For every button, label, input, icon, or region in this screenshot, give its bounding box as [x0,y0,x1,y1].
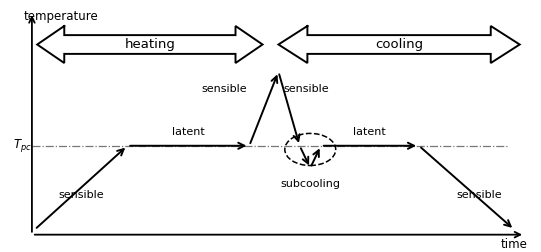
Text: latent: latent [353,127,386,137]
Text: sensible: sensible [58,190,104,200]
Text: sensible: sensible [201,84,247,94]
Text: temperature: temperature [24,10,98,23]
Text: subcooling: subcooling [280,179,340,189]
Text: cooling: cooling [375,38,423,51]
Text: $T_{pc}$: $T_{pc}$ [14,137,32,154]
Text: latent: latent [172,127,204,137]
Text: sensible: sensible [456,190,502,200]
Text: time: time [501,238,527,251]
Text: heating: heating [124,38,175,51]
Text: sensible: sensible [284,84,329,94]
